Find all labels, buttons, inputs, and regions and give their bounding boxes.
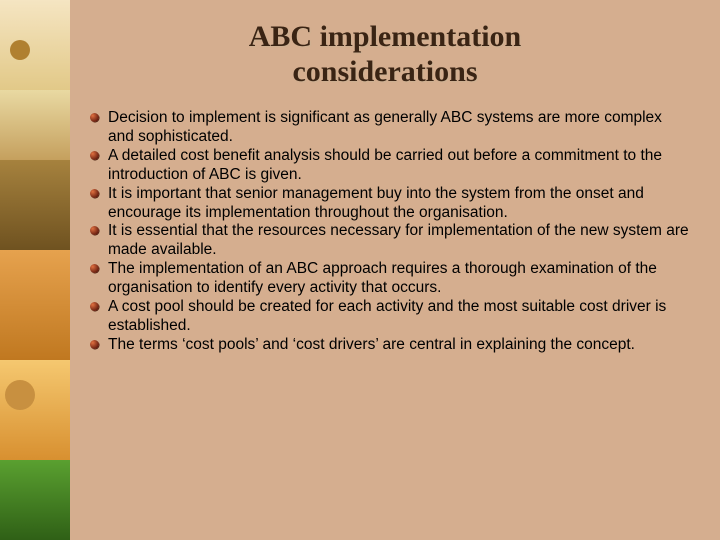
slide-title: ABC implementation considerations bbox=[105, 20, 665, 89]
list-item: The implementation of an ABC approach re… bbox=[90, 260, 690, 298]
bullet-text: The implementation of an ABC approach re… bbox=[108, 260, 690, 298]
list-item: Decision to implement is significant as … bbox=[90, 109, 690, 147]
bullet-text: The terms ‘cost pools’ and ‘cost drivers… bbox=[108, 336, 690, 355]
list-item: A detailed cost benefit analysis should … bbox=[90, 147, 690, 185]
bullet-text: A detailed cost benefit analysis should … bbox=[108, 147, 690, 185]
slide-body: ABC implementation considerations Decisi… bbox=[0, 0, 720, 540]
bullet-icon bbox=[90, 189, 100, 199]
bullet-icon bbox=[90, 113, 100, 123]
list-item: A cost pool should be created for each a… bbox=[90, 298, 690, 336]
bullet-text: It is important that senior management b… bbox=[108, 185, 690, 223]
bullet-icon bbox=[90, 264, 100, 274]
title-line-1: ABC implementation bbox=[249, 20, 522, 53]
bullet-icon bbox=[90, 302, 100, 312]
bullet-icon bbox=[90, 340, 100, 350]
list-item: The terms ‘cost pools’ and ‘cost drivers… bbox=[90, 336, 690, 355]
bullet-list: Decision to implement is significant as … bbox=[80, 109, 690, 355]
bullet-text: It is essential that the resources neces… bbox=[108, 222, 690, 260]
bullet-icon bbox=[90, 151, 100, 161]
list-item: It is important that senior management b… bbox=[90, 185, 690, 223]
title-line-2: considerations bbox=[292, 55, 477, 88]
bullet-text: A cost pool should be created for each a… bbox=[108, 298, 690, 336]
list-item: It is essential that the resources neces… bbox=[90, 222, 690, 260]
bullet-icon bbox=[90, 226, 100, 236]
bullet-text: Decision to implement is significant as … bbox=[108, 109, 690, 147]
